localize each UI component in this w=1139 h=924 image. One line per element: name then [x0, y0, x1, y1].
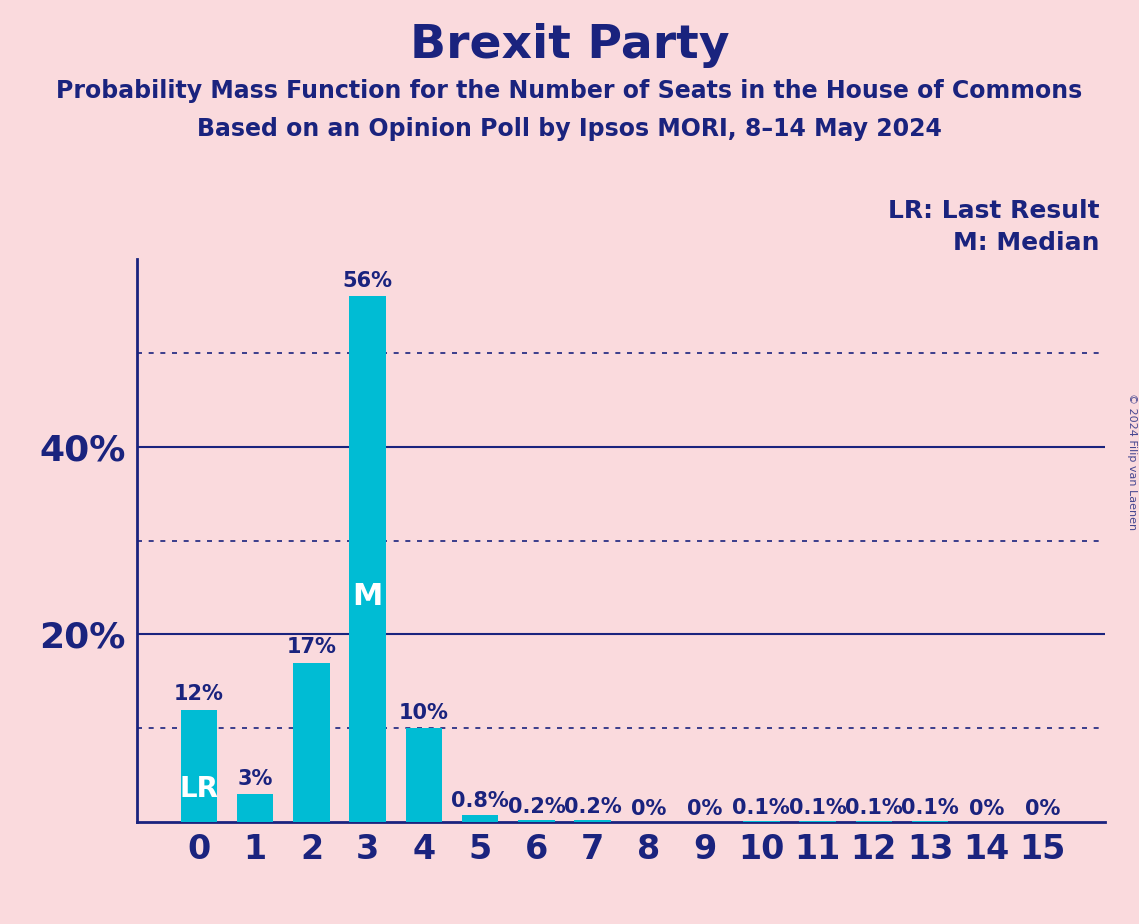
- Text: 0.2%: 0.2%: [508, 796, 565, 817]
- Text: M: M: [352, 581, 383, 611]
- Bar: [293, 663, 329, 822]
- Text: 0%: 0%: [968, 798, 1003, 819]
- Bar: [405, 728, 442, 822]
- Text: Probability Mass Function for the Number of Seats in the House of Commons: Probability Mass Function for the Number…: [56, 79, 1083, 103]
- Text: 0%: 0%: [1025, 798, 1060, 819]
- Text: 17%: 17%: [287, 637, 336, 657]
- Text: 0.8%: 0.8%: [451, 791, 509, 811]
- Text: Brexit Party: Brexit Party: [410, 23, 729, 68]
- Text: 10%: 10%: [399, 703, 449, 723]
- Bar: [237, 794, 273, 822]
- Text: 0.1%: 0.1%: [788, 797, 846, 818]
- Text: 0.1%: 0.1%: [845, 797, 903, 818]
- Text: 12%: 12%: [174, 684, 224, 704]
- Text: LR: Last Result: LR: Last Result: [887, 199, 1099, 223]
- Text: 0%: 0%: [631, 798, 666, 819]
- Bar: [855, 821, 892, 822]
- Bar: [800, 821, 836, 822]
- Text: Based on an Opinion Poll by Ipsos MORI, 8–14 May 2024: Based on an Opinion Poll by Ipsos MORI, …: [197, 117, 942, 141]
- Text: 3%: 3%: [238, 769, 273, 788]
- Bar: [574, 821, 611, 822]
- Bar: [912, 821, 949, 822]
- Bar: [743, 821, 779, 822]
- Text: LR: LR: [180, 774, 219, 803]
- Bar: [181, 710, 218, 822]
- Text: M: Median: M: Median: [952, 231, 1099, 255]
- Text: 0.2%: 0.2%: [564, 796, 622, 817]
- Bar: [462, 815, 499, 822]
- Text: © 2024 Filip van Laenen: © 2024 Filip van Laenen: [1126, 394, 1137, 530]
- Bar: [350, 297, 386, 822]
- Text: 0%: 0%: [688, 798, 723, 819]
- Text: 0.1%: 0.1%: [901, 797, 959, 818]
- Text: 0.1%: 0.1%: [732, 797, 790, 818]
- Bar: [518, 821, 555, 822]
- Text: 56%: 56%: [343, 271, 393, 291]
